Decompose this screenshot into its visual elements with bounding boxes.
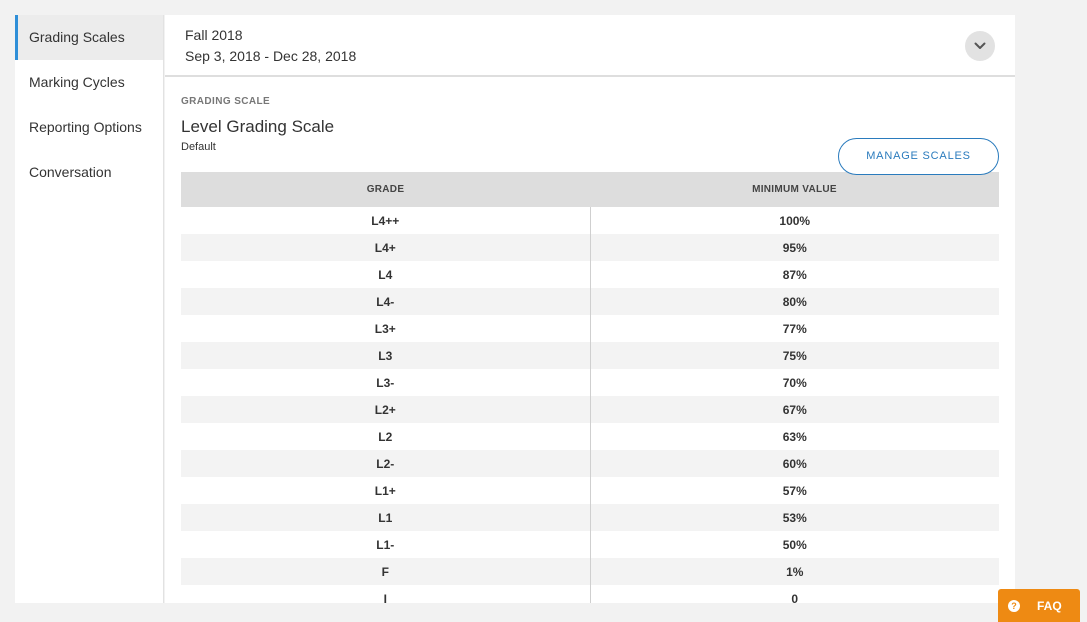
grade-cell: L2- (181, 450, 591, 477)
table-row: L1- 50% (181, 531, 999, 558)
manage-scales-button[interactable]: MANAGE SCALES (838, 138, 999, 175)
table-row: L4++ 100% (181, 207, 999, 234)
column-header-grade: GRADE (181, 172, 590, 207)
sidebar-item-marking-cycles[interactable]: Marking Cycles (15, 60, 163, 105)
grade-cell: L4++ (181, 207, 591, 234)
section-label: GRADING SCALE (181, 96, 271, 107)
table-row: L1 53% (181, 504, 999, 531)
sidebar-item-label: Marking Cycles (29, 74, 125, 90)
grading-scale-section: GRADING SCALE Level Grading Scale Defaul… (165, 96, 1015, 603)
term-header: Fall 2018 Sep 3, 2018 - Dec 28, 2018 (165, 15, 1015, 77)
grade-cell: L4+ (181, 234, 591, 261)
sidebar-item-label: Reporting Options (29, 119, 142, 135)
minimum-value-cell: 95% (590, 234, 999, 261)
minimum-value-cell: 1% (590, 558, 999, 585)
grade-cell: I (181, 585, 591, 603)
grade-cell: L2+ (181, 396, 591, 423)
table-row: F 1% (181, 558, 999, 585)
grade-cell: L4 (181, 261, 591, 288)
question-icon: ? (1008, 599, 1020, 612)
table-row: L3+ 77% (181, 315, 999, 342)
table-row: L4+ 95% (181, 234, 999, 261)
chevron-down-icon (974, 42, 986, 50)
minimum-value-cell: 60% (590, 450, 999, 477)
table-row: L3- 70% (181, 369, 999, 396)
table-row: L1+ 57% (181, 477, 999, 504)
minimum-value-cell: 53% (590, 504, 999, 531)
sidebar-item-conversation[interactable]: Conversation (15, 150, 163, 195)
grade-cell: L4- (181, 288, 591, 315)
grade-cell: L2 (181, 423, 591, 450)
sidebar-item-grading-scales[interactable]: Grading Scales (15, 15, 163, 60)
minimum-value-cell: 63% (590, 423, 999, 450)
table-row: L2 63% (181, 423, 999, 450)
grade-cell: L3 (181, 342, 591, 369)
minimum-value-cell: 75% (590, 342, 999, 369)
scale-subtitle: Default (181, 141, 216, 153)
sidebar: Grading Scales Marking Cycles Reporting … (15, 15, 164, 603)
sidebar-item-label: Conversation (29, 164, 112, 180)
grade-cell: L1 (181, 504, 591, 531)
column-header-minimum-value: MINIMUM VALUE (590, 172, 999, 207)
grade-cell: F (181, 558, 591, 585)
minimum-value-cell: 87% (590, 261, 999, 288)
faq-label: FAQ (1037, 598, 1062, 613)
table-row: L4 87% (181, 261, 999, 288)
grade-table: GRADE MINIMUM VALUE L4++ 100% L4+ 95% L4 87% L… (181, 172, 999, 603)
minimum-value-cell: 80% (590, 288, 999, 315)
minimum-value-cell: 50% (590, 531, 999, 558)
table-header-row: GRADE MINIMUM VALUE (181, 172, 999, 207)
sidebar-item-reporting-options[interactable]: Reporting Options (15, 105, 163, 150)
grade-cell: L3- (181, 369, 591, 396)
minimum-value-cell: 67% (590, 396, 999, 423)
main-content: Fall 2018 Sep 3, 2018 - Dec 28, 2018 GRA… (165, 15, 1015, 603)
table-row: L2- 60% (181, 450, 999, 477)
table-row: L2+ 67% (181, 396, 999, 423)
term-name: Fall 2018 (185, 27, 243, 43)
grade-cell: L1- (181, 531, 591, 558)
grade-cell: L3+ (181, 315, 591, 342)
grade-cell: L1+ (181, 477, 591, 504)
scale-title: Level Grading Scale (181, 117, 335, 136)
minimum-value-cell: 77% (590, 315, 999, 342)
table-row: L4- 80% (181, 288, 999, 315)
minimum-value-cell: 70% (590, 369, 999, 396)
table-row: L3 75% (181, 342, 999, 369)
minimum-value-cell: 57% (590, 477, 999, 504)
minimum-value-cell: 100% (590, 207, 999, 234)
expand-term-button[interactable] (965, 31, 995, 61)
minimum-value-cell: 0 (590, 585, 999, 603)
sidebar-item-label: Grading Scales (29, 29, 125, 45)
faq-button[interactable]: ? FAQ (998, 589, 1080, 622)
term-dates: Sep 3, 2018 - Dec 28, 2018 (185, 48, 357, 64)
